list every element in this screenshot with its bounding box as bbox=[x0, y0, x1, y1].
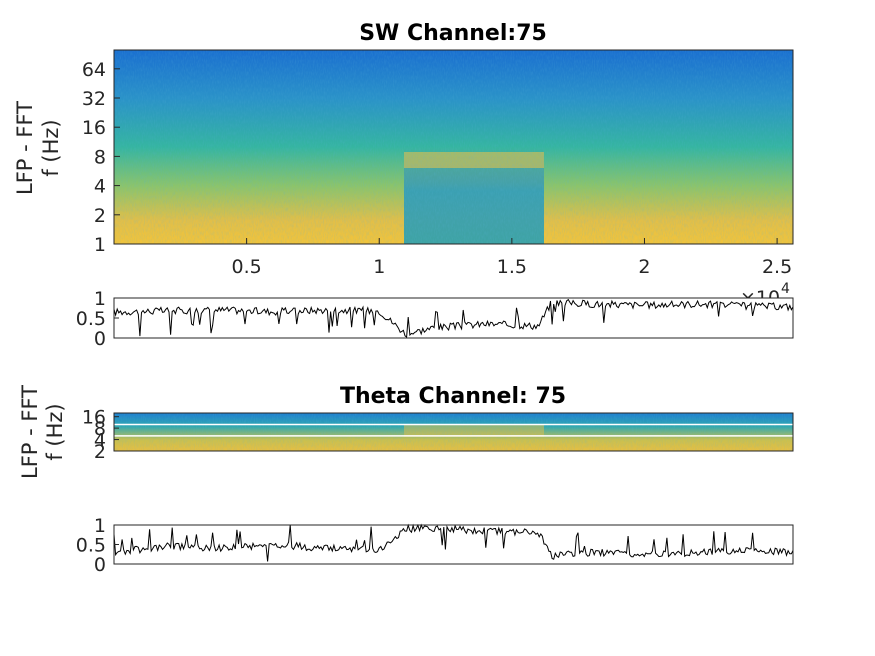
sw-x-tick-label: 0.5 bbox=[232, 256, 262, 278]
sw-trace-y-tick-label: 0.5 bbox=[76, 308, 106, 330]
sw-x-tick-label: 2 bbox=[638, 256, 650, 278]
sw-ylabel-line-1: LFP - FFT bbox=[13, 101, 37, 195]
sw-x-tick-label: 2.5 bbox=[762, 256, 792, 278]
sw-x-tick-label: 1 bbox=[373, 256, 385, 278]
theta-trace-y-ticks: 00.51 bbox=[76, 515, 119, 576]
sw-spectrogram-axes bbox=[113, 49, 794, 245]
theta-y-tick-label: 16 bbox=[82, 407, 106, 429]
sw-trace-line bbox=[113, 298, 794, 338]
theta-trace-panel: 00.51 bbox=[76, 515, 794, 576]
sw-spectrogram-title: SW Channel:75 bbox=[359, 21, 547, 46]
theta-trace-y-tick-label: 0 bbox=[94, 554, 106, 576]
sw-trace-panel: 00.51 bbox=[76, 288, 794, 350]
theta-y-tick-label: 4 bbox=[94, 430, 106, 452]
theta-band-lines bbox=[114, 423, 793, 437]
sw-trace-y-tick-label: 0 bbox=[94, 328, 106, 350]
theta-ylabel-line-2: f (Hz) bbox=[43, 403, 67, 460]
theta-trace-y-tick-label: 0.5 bbox=[76, 535, 106, 557]
theta-spectrogram-image bbox=[114, 413, 793, 451]
sw-y-tick-label: 64 bbox=[82, 59, 106, 81]
theta-y-tick-label: 8 bbox=[94, 418, 106, 440]
sw-ylabel-line-2: f (Hz) bbox=[39, 119, 63, 176]
sw-trace-y-ticks: 00.51 bbox=[76, 288, 119, 350]
sw-spectrogram-ylabel: LFP - FFT f (Hz) bbox=[13, 101, 63, 195]
theta-spectrogram-axes bbox=[113, 412, 794, 452]
sw-y-tick-label: 1 bbox=[94, 234, 106, 256]
sw-x-ticks: 0.5 1 1.5 2 2.5 bbox=[232, 238, 792, 278]
theta-trace-line bbox=[113, 523, 794, 562]
sw-spectrogram-image bbox=[114, 50, 793, 244]
theta-trace-y-tick-label: 1 bbox=[94, 515, 106, 537]
sw-y-tick-label: 16 bbox=[82, 117, 106, 139]
sw-y-tick-label: 8 bbox=[94, 146, 106, 168]
theta-spectrogram-title: Theta Channel: 75 bbox=[340, 384, 566, 409]
sw-spectrogram-panel: SW Channel:75 LFP - FFT f (Hz) 1 2 4 8 16 32 6… bbox=[13, 21, 794, 309]
sw-y-tick-label: 4 bbox=[94, 176, 106, 198]
sw-x-tick-label: 1.5 bbox=[497, 256, 527, 278]
sw-y-tick-label: 2 bbox=[94, 205, 106, 227]
sw-trace-y-tick-label: 1 bbox=[94, 288, 106, 310]
theta-ylabel-line-1: LFP - FFT bbox=[18, 385, 42, 479]
theta-y-tick-label: 2 bbox=[94, 441, 106, 463]
theta-spectrogram-ylabel: LFP - FFT f (Hz) bbox=[18, 385, 67, 479]
sw-y-ticks: 1 2 4 8 16 32 64 bbox=[82, 59, 120, 256]
sw-y-tick-label: 32 bbox=[82, 88, 106, 110]
sw-x-exponent-power: 4 bbox=[781, 281, 790, 297]
